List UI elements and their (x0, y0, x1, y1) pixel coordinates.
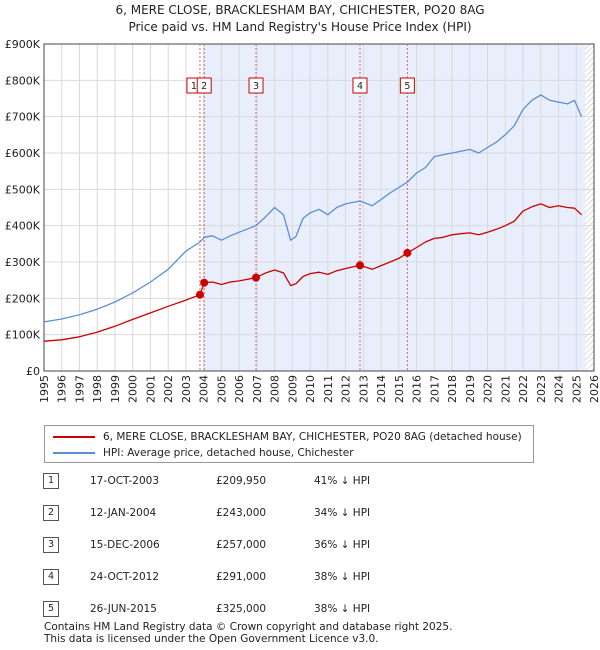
legend-label-hpi: HPI: Average price, detached house, Chic… (103, 447, 354, 459)
x-tick-label: 2005 (215, 375, 228, 403)
x-tick-label: 2008 (269, 375, 282, 403)
sale-marker-label: 4 (43, 569, 59, 585)
y-tick-label: £800K (5, 74, 41, 87)
sale-price: £325,000 (216, 603, 267, 615)
x-tick-label: 2001 (144, 375, 157, 403)
sale-price: £291,000 (216, 571, 267, 583)
x-tick-label: 2000 (127, 375, 140, 403)
x-tick-label: 2022 (517, 375, 530, 403)
x-tick-label: 2026 (588, 375, 600, 403)
legend: 6, MERE CLOSE, BRACKLESHAM BAY, CHICHEST… (44, 425, 534, 463)
x-tick-label: 2002 (162, 375, 175, 403)
chart-subtitle: Price paid vs. HM Land Registry's House … (128, 20, 472, 34)
x-tick-label: 2024 (553, 375, 566, 403)
x-tick-label: 2015 (393, 375, 406, 403)
x-tick-label: 2016 (411, 375, 424, 403)
x-tick-label: 2023 (535, 375, 548, 403)
x-tick-label: 1997 (73, 375, 86, 403)
table-row: 1 17-OCT-2003 £209,950 41% ↓ HPI (0, 473, 600, 493)
chart-title: 6, MERE CLOSE, BRACKLESHAM BAY, CHICHEST… (115, 3, 485, 17)
table-row: 4 24-OCT-2012 £291,000 38% ↓ HPI (0, 569, 600, 589)
y-tick-label: £700K (5, 111, 41, 124)
legend-item-hpi: HPI: Average price, detached house, Chic… (53, 447, 354, 459)
x-tick-label: 2019 (464, 375, 477, 403)
sale-date: 12-JAN-2004 (90, 507, 157, 519)
legend-item-property: 6, MERE CLOSE, BRACKLESHAM BAY, CHICHEST… (53, 431, 522, 443)
sale-5-point (403, 248, 412, 257)
table-row: 3 15-DEC-2006 £257,000 36% ↓ HPI (0, 537, 600, 557)
x-tick-label: 2003 (180, 375, 193, 403)
plot-frame (43, 43, 595, 372)
x-tick-label: 2009 (286, 375, 299, 403)
x-tick-label: 2014 (375, 375, 388, 403)
sale-date: 15-DEC-2006 (90, 539, 160, 551)
sale-1-point (195, 290, 204, 299)
sale-3-point (252, 273, 261, 282)
sale-4-label: 4 (357, 81, 363, 92)
sale-price: £209,950 (216, 475, 267, 487)
sale-date: 17-OCT-2003 (90, 475, 159, 487)
sale-5-label-box (399, 77, 415, 94)
sale-4-point (355, 261, 364, 270)
sale-date: 24-OCT-2012 (90, 571, 159, 583)
property-price-line (43, 203, 583, 342)
table-row: 5 26-JUN-2015 £325,000 38% ↓ HPI (0, 601, 600, 621)
legend-label-property: 6, MERE CLOSE, BRACKLESHAM BAY, CHICHEST… (103, 431, 522, 443)
sale-2-label-box (196, 77, 212, 94)
copyright-note: Contains HM Land Registry data © Crown c… (44, 621, 453, 633)
sale-3-label-box (248, 77, 264, 94)
hpi-line (43, 94, 583, 323)
y-tick-label: £600K (5, 147, 41, 160)
x-tick-label: 1995 (38, 375, 51, 403)
x-tick-label: 2007 (251, 375, 264, 403)
x-tick-label: 2004 (198, 375, 211, 403)
x-tick-label: 2013 (357, 375, 370, 403)
sale-5-label: 5 (404, 81, 410, 92)
sale-3-label: 3 (253, 81, 259, 92)
sale-hpi-diff: 38% ↓ HPI (314, 571, 371, 583)
sale-marker-label: 3 (43, 537, 59, 553)
x-tick-label: 2010 (304, 375, 317, 403)
x-tick-label: 2025 (570, 375, 583, 403)
footer: Contains HM Land Registry data © Crown c… (44, 621, 452, 645)
sale-marker-label: 5 (43, 601, 59, 617)
sale-hpi-diff: 38% ↓ HPI (314, 603, 371, 615)
sale-price: £243,000 (216, 507, 267, 519)
x-tick-label: 2017 (428, 375, 441, 403)
shaded-period (204, 44, 586, 371)
legend-swatch-property (53, 436, 95, 438)
x-tick-label: 1998 (91, 375, 104, 403)
y-tick-label: £300K (5, 256, 41, 269)
sale-hpi-diff: 41% ↓ HPI (314, 475, 371, 487)
licence-note: This data is licensed under the Open Gov… (44, 633, 379, 645)
x-tick-label: 2018 (446, 375, 459, 403)
y-tick-label: £100K (5, 329, 41, 342)
forecast-hatch (585, 44, 594, 371)
sale-date: 26-JUN-2015 (90, 603, 157, 615)
sale-hpi-diff: 34% ↓ HPI (314, 507, 371, 519)
sale-hpi-diff: 36% ↓ HPI (314, 539, 371, 551)
table-row: 2 12-JAN-2004 £243,000 34% ↓ HPI (0, 505, 600, 525)
y-tick-label: £400K (5, 220, 41, 233)
sale-2-label: 2 (201, 81, 207, 92)
x-tick-label: 2020 (482, 375, 495, 403)
y-tick-label: £200K (5, 292, 41, 305)
x-tick-label: 2011 (322, 375, 335, 403)
y-tick-label: £900K (5, 38, 41, 51)
x-tick-label: 2006 (233, 375, 246, 403)
price-chart: £0 £100K £200K £300K £400K £500K £600K £700K £80… (5, 38, 600, 403)
sale-price: £257,000 (216, 539, 267, 551)
x-tick-label: 1996 (56, 375, 69, 403)
sale-1-label: 1 (191, 81, 197, 92)
y-tick-label: £500K (5, 183, 41, 196)
sale-marker-label: 1 (43, 473, 59, 489)
sale-2-point (200, 278, 209, 287)
x-tick-label: 2021 (499, 375, 512, 403)
sale-4-label-box (352, 77, 368, 94)
y-tick-label: £0 (26, 365, 40, 378)
sale-marker-label: 2 (43, 505, 59, 521)
x-tick-label: 1999 (109, 375, 122, 403)
legend-swatch-hpi (53, 452, 95, 454)
x-tick-label: 2012 (340, 375, 353, 403)
